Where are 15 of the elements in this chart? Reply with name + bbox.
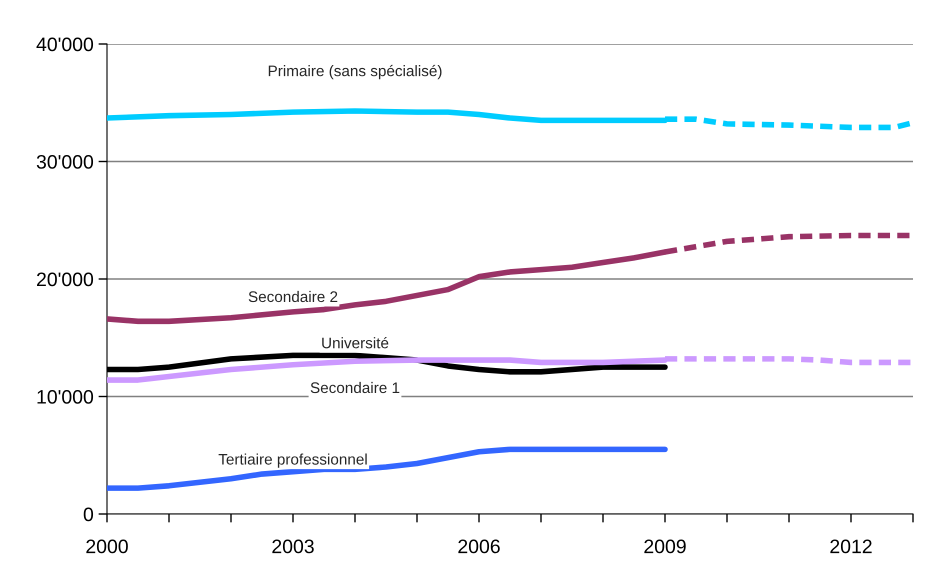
series-label: Secondaire 1 [310,382,400,394]
x-tick-label: 2003 [272,540,314,554]
y-tick-label: 20'000 [37,272,94,286]
x-tick-label: 2009 [644,540,686,554]
y-tick-label: 30'000 [36,154,94,169]
y-tick-label: 10'000 [38,390,94,404]
series-label: Université [322,336,388,348]
y-tick-label: 40'000 [36,37,94,52]
series-label: Secondaire 2 [248,290,338,302]
x-tick-label: 2006 [458,540,500,554]
x-tick-label: 2012 [830,540,872,554]
y-tick-label: 0 [84,507,94,522]
x-tick-label: 2000 [86,540,128,554]
series-label: Tertiaire professionnel [218,453,367,468]
text: Primaire (sans spécialisé) [268,64,442,80]
